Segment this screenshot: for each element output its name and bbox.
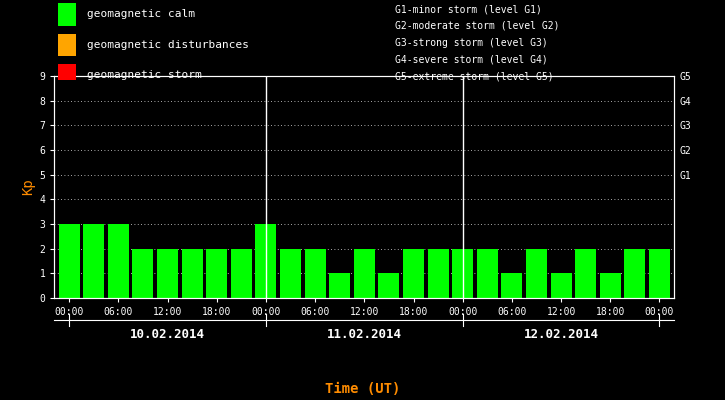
Bar: [58, 3, 76, 26]
Bar: [526, 249, 547, 298]
Bar: [378, 273, 399, 298]
Bar: [428, 249, 449, 298]
Bar: [182, 249, 202, 298]
Bar: [231, 249, 252, 298]
Bar: [551, 273, 571, 298]
Bar: [575, 249, 596, 298]
Bar: [304, 249, 326, 298]
Bar: [157, 249, 178, 298]
Text: geomagnetic storm: geomagnetic storm: [87, 70, 202, 80]
Bar: [108, 224, 129, 298]
Bar: [133, 249, 154, 298]
Bar: [58, 64, 76, 86]
Bar: [59, 224, 80, 298]
Text: G5-extreme storm (level G5): G5-extreme storm (level G5): [395, 71, 554, 81]
Text: Time (UT): Time (UT): [325, 382, 400, 396]
Text: 12.02.2014: 12.02.2014: [523, 328, 599, 341]
Text: 10.02.2014: 10.02.2014: [130, 328, 205, 341]
Text: G1-minor storm (level G1): G1-minor storm (level G1): [395, 4, 542, 14]
Bar: [477, 249, 498, 298]
Text: G4-severe storm (level G4): G4-severe storm (level G4): [395, 54, 548, 64]
Bar: [255, 224, 276, 298]
Bar: [207, 249, 227, 298]
Text: geomagnetic calm: geomagnetic calm: [87, 9, 195, 19]
Bar: [83, 224, 104, 298]
Text: 11.02.2014: 11.02.2014: [327, 328, 402, 341]
Text: geomagnetic disturbances: geomagnetic disturbances: [87, 40, 249, 50]
Text: G2-moderate storm (level G2): G2-moderate storm (level G2): [395, 21, 560, 31]
Bar: [649, 249, 670, 298]
Bar: [502, 273, 522, 298]
Bar: [58, 34, 76, 56]
Bar: [280, 249, 301, 298]
Text: G3-strong storm (level G3): G3-strong storm (level G3): [395, 38, 548, 48]
Bar: [354, 249, 375, 298]
Bar: [329, 273, 350, 298]
Bar: [600, 273, 621, 298]
Bar: [624, 249, 645, 298]
Bar: [403, 249, 424, 298]
Y-axis label: Kp: Kp: [21, 179, 36, 195]
Bar: [452, 249, 473, 298]
